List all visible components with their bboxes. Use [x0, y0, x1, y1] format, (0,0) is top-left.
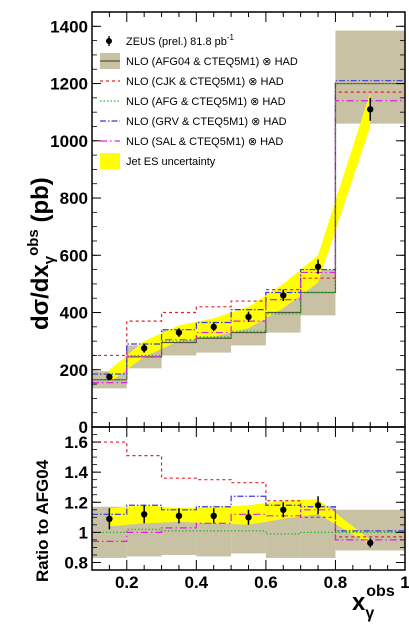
y-tick-label: 1.2 [64, 493, 88, 512]
y-tick-label: 1400 [50, 17, 88, 36]
y-tick-label: 1200 [50, 75, 88, 94]
jet-es-band [109, 92, 371, 383]
y-tick-label: 1 [79, 523, 88, 542]
x-tick-label: 0.6 [254, 573, 278, 592]
y-tick-label: 600 [60, 246, 88, 265]
legend-label-series-2: NLO (GRV & CTEQ5M1) ⊗ HAD [126, 116, 287, 128]
data-point [280, 292, 287, 299]
x-tick-label: 0.4 [185, 573, 209, 592]
legend-label-series-1: NLO (AFG & CTEQ5M1) ⊗ HAD [126, 96, 286, 108]
y-tick-label: 1.6 [64, 433, 88, 452]
x-tick-label: 1 [400, 573, 409, 592]
series-line-0 [92, 91, 405, 357]
y-tick-label: 800 [60, 189, 88, 208]
x-tick-label: 0.2 [115, 573, 139, 592]
ratio-panel: 0.8 1 1.2 1.4 1.6 0.2 0.4 0.6 0.8 1 [64, 426, 409, 592]
legend-label-series-0: NLO (CJK & CTEQ5M1) ⊗ HAD [126, 76, 284, 88]
y-tick-label: 1.4 [64, 463, 88, 482]
data-point [245, 514, 252, 521]
jet-es-band [109, 499, 371, 545]
data-point [367, 106, 374, 113]
top-y-axis-label: dσ/dxγobs (pb) [25, 177, 58, 330]
series-line-3 [92, 509, 405, 542]
legend-label-series-3: NLO (SAL & CTEQ5M1) ⊗ HAD [126, 136, 283, 148]
data-point [210, 512, 217, 520]
data-point [140, 345, 148, 352]
x-tick-label: 0.8 [324, 573, 348, 592]
legend-label-afg04: NLO (AFG04 & CTEQ5M1) ⊗ HAD [126, 56, 298, 68]
data-point [280, 506, 287, 513]
legend-data-swatch [106, 38, 112, 44]
data-point [314, 263, 322, 270]
data-point [210, 323, 217, 331]
data-point [106, 373, 113, 381]
legend-jet-es-swatch [100, 153, 120, 169]
data-point [314, 502, 322, 509]
data-point [245, 313, 252, 321]
data-point [106, 515, 113, 523]
legend-label-zeus-sup: -1 [227, 33, 235, 42]
y-tick-label: 0 [79, 418, 88, 437]
series-line-1 [92, 528, 405, 535]
legend: ZEUS (prel.) 81.8 pb-1 NLO (AFG04 & CTEQ5… [100, 33, 298, 169]
x-axis-label: xγobs [352, 583, 395, 622]
legend-label-zeus: ZEUS (prel.) 81.8 pb-1 [126, 33, 235, 48]
data-point [367, 539, 374, 547]
data-point [140, 511, 148, 518]
legend-label-jet-es: Jet ES uncertainty [126, 156, 216, 168]
y-tick-label: 400 [60, 304, 88, 323]
y-tick-label: 1000 [50, 132, 88, 151]
top-panel: 0 200 400 600 800 1000 1200 1400 [50, 11, 406, 437]
y-tick-label: 0.8 [64, 553, 88, 572]
ratio-y-axis-label: Ratio to AFG04 [33, 459, 52, 582]
y-tick-label: 200 [60, 361, 88, 380]
series-line-0 [92, 441, 405, 538]
data-point [175, 329, 183, 336]
data-point [175, 512, 183, 520]
